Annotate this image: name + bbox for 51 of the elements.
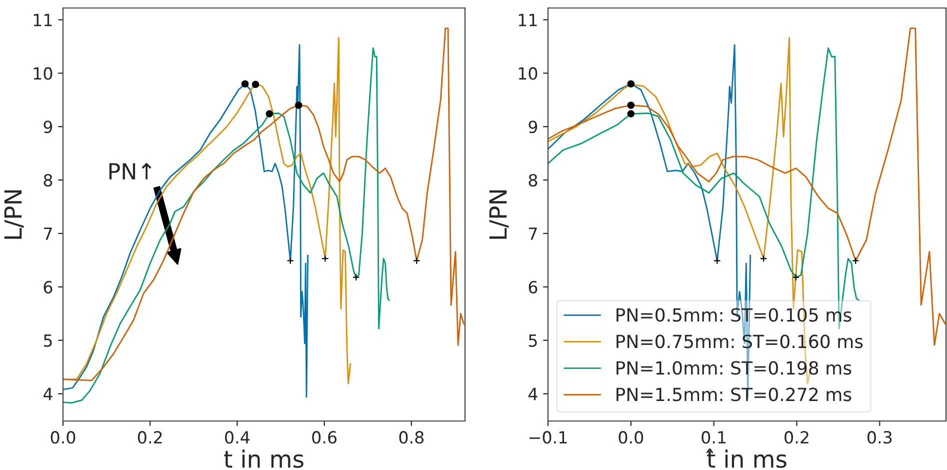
line-series [63, 47, 390, 404]
y-tick-label: 11 [518, 14, 537, 26]
y-tick-label: 4 [528, 388, 538, 400]
y-tick-label: 5 [44, 334, 52, 347]
y-tick-label: 6 [44, 280, 52, 294]
point [294, 102, 302, 109]
y-tick-label: 8 [44, 174, 52, 187]
annotation: PN↑ [109, 163, 152, 180]
y-tick-label: 7 [529, 228, 537, 240]
x-tick-label: 0.1 [702, 431, 726, 444]
point [852, 257, 860, 264]
y-tick-label: 6 [528, 280, 538, 294]
legend-label: PN=1.5mm: ST=0.272 ms [616, 388, 852, 402]
point [252, 80, 260, 88]
point [412, 257, 420, 264]
x-tick-label: 0.2 [138, 431, 162, 444]
point [713, 257, 721, 264]
x-tick-label: 0.0 [50, 431, 76, 444]
point [627, 80, 635, 88]
x-tick-label: 0.8 [399, 431, 424, 444]
y-tick-label: 9 [528, 120, 538, 134]
point [241, 80, 249, 88]
line-series [63, 44, 308, 398]
point [266, 110, 274, 118]
y-axis-title: L/PN [4, 190, 24, 239]
x-tick-label: −0.1 [530, 431, 567, 444]
y-tick-label: 8 [528, 174, 538, 187]
point [760, 254, 768, 262]
y-tick-label: 9 [44, 120, 52, 134]
x-axis-title: t in ms [224, 450, 304, 468]
point [627, 102, 635, 109]
x-tick-label: 0.3 [868, 431, 892, 444]
point [792, 274, 800, 281]
y-tick-label: 10 [34, 67, 52, 80]
y-tick-label: 11 [34, 14, 52, 26]
y-tick-label: 10 [518, 67, 538, 80]
point [352, 274, 360, 281]
x-axis-title: t̂ in ms [706, 448, 786, 468]
y-tick-label: 4 [43, 388, 52, 400]
y-tick-label: 7 [44, 228, 52, 240]
x-tick-label: 0.0 [618, 431, 644, 444]
x-tick-label: 0.6 [312, 431, 337, 444]
point [322, 254, 329, 262]
y-tick-label: 5 [528, 334, 537, 347]
point [627, 110, 635, 118]
x-tick-label: 0.2 [784, 431, 808, 444]
line-series [63, 28, 464, 382]
y-axis-title: L/PN [489, 190, 509, 239]
line-series [548, 47, 860, 330]
point [286, 257, 294, 264]
x-tick-label: 0.4 [225, 431, 250, 444]
